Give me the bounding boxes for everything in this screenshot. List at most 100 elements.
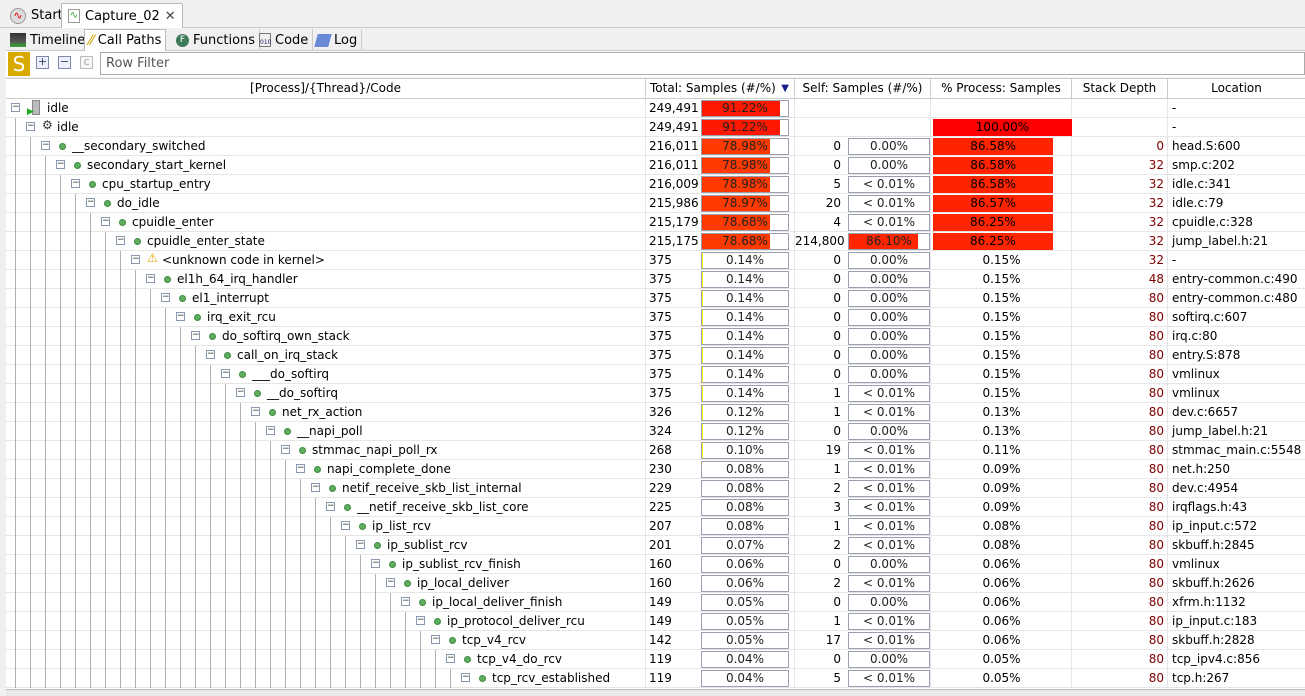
- column-divider: [1071, 612, 1072, 631]
- column-header-self[interactable]: Self: Samples (#/%): [795, 79, 931, 99]
- column-header-location[interactable]: Location: [1168, 79, 1305, 99]
- collapse-toggle-icon[interactable]: −: [296, 463, 305, 473]
- table-row[interactable]: − __do_softirq 375 0.14% 1 < 0.01% 0.15% 80 vmli…: [6, 384, 1305, 403]
- tree-line: [270, 612, 271, 631]
- tree-line: [135, 403, 136, 422]
- table-row[interactable]: − ip_protocol_deliver_rcu 149 0.05% 1 < 0.01%…: [6, 612, 1305, 631]
- table-row[interactable]: − ▶ idle 249,491 91.22% -: [6, 99, 1305, 118]
- tab-capture-02[interactable]: ∿ Capture_02 ✕: [61, 3, 183, 28]
- column-divider: [930, 498, 931, 517]
- column-header-process[interactable]: % Process: Samples: [931, 79, 1072, 99]
- table-row[interactable]: − do_idle 215,986 78.97% 20 < 0.01% 86.57% 32 id…: [6, 194, 1305, 213]
- total-samples: 216,011: [649, 158, 699, 172]
- tree-line: [30, 555, 31, 574]
- table-row[interactable]: − do_softirq_own_stack 375 0.14% 0 0.00% 0.15%…: [6, 327, 1305, 346]
- collapse-toggle-icon[interactable]: −: [116, 235, 125, 245]
- collapse-toggle-icon[interactable]: −: [341, 520, 350, 530]
- collapse-toggle-icon[interactable]: −: [161, 292, 170, 302]
- collapse-toggle-icon[interactable]: −: [461, 672, 470, 682]
- tab-code[interactable]: 010 Code: [255, 29, 314, 51]
- clear-filter-icon[interactable]: c: [80, 56, 93, 69]
- total-percent: 0.05%: [725, 595, 765, 609]
- table-row[interactable]: − tcp_rcv_established 119 0.04% 5 < 0.01% 0.05…: [6, 669, 1305, 688]
- column-header-total[interactable]: Total: Samples (#/%) ▼: [646, 79, 795, 99]
- tree-line: [135, 384, 136, 403]
- tree-line: [375, 612, 376, 631]
- collapse-toggle-icon[interactable]: −: [191, 330, 200, 340]
- table-row[interactable]: − tcp_v4_rcv 142 0.05% 17 < 0.01% 0.06% 80 skbuf…: [6, 631, 1305, 650]
- column-header-stack-depth[interactable]: Stack Depth: [1072, 79, 1168, 99]
- tab-timeline[interactable]: Timeline: [6, 29, 91, 51]
- collapse-toggle-icon[interactable]: −: [71, 178, 80, 188]
- tree-line: [120, 403, 121, 422]
- location: jump_label.h:21: [1172, 234, 1268, 248]
- collapse-toggle-icon[interactable]: −: [281, 444, 290, 454]
- collapse-toggle-icon[interactable]: −: [26, 121, 35, 131]
- table-row[interactable]: − __napi_poll 324 0.12% 0 0.00% 0.13% 80 jump_la…: [6, 422, 1305, 441]
- collapse-toggle-icon[interactable]: −: [206, 349, 215, 359]
- tree-line: [15, 213, 16, 232]
- tab-start[interactable]: ∿ Start: [4, 3, 69, 28]
- table-row[interactable]: − cpuidle_enter_state 215,175 78.68% 214,800…: [6, 232, 1305, 251]
- table-row[interactable]: − el1h_64_irq_handler 375 0.14% 0 0.00% 0.15% 4…: [6, 270, 1305, 289]
- table-row[interactable]: − ⚠ <unknown code in kernel> 375 0.14% 0 0.00%…: [6, 251, 1305, 270]
- collapse-toggle-icon[interactable]: −: [86, 197, 95, 207]
- function-name: __netif_receive_skb_list_core: [357, 500, 529, 514]
- expand-all-icon[interactable]: +: [36, 55, 49, 69]
- tab-functions[interactable]: F Functions: [172, 29, 261, 51]
- collapse-toggle-icon[interactable]: −: [11, 102, 20, 112]
- collapse-toggle-icon[interactable]: −: [251, 406, 260, 416]
- collapse-toggle-icon[interactable]: −: [41, 140, 50, 150]
- table-row[interactable]: − cpu_startup_entry 216,009 78.98% 5 < 0.01% 8…: [6, 175, 1305, 194]
- collapse-toggle-icon[interactable]: −: [431, 634, 440, 644]
- table-row[interactable]: − stmmac_napi_poll_rx 268 0.10% 19 < 0.01% 0.1…: [6, 441, 1305, 460]
- collapse-toggle-icon[interactable]: −: [56, 159, 65, 169]
- collapse-toggle-icon[interactable]: −: [416, 615, 425, 625]
- collapse-toggle-icon[interactable]: −: [326, 501, 335, 511]
- table-row[interactable]: − napi_complete_done 230 0.08% 1 < 0.01% 0.09%…: [6, 460, 1305, 479]
- collapse-toggle-icon[interactable]: −: [221, 368, 230, 378]
- collapse-toggle-icon[interactable]: −: [176, 311, 185, 321]
- collapse-toggle-icon[interactable]: −: [401, 596, 410, 606]
- tab-label: Functions: [193, 32, 256, 48]
- tree-line: [210, 650, 211, 669]
- table-row[interactable]: − ⚙ idle 249,491 91.22% 100.00% -: [6, 118, 1305, 137]
- tab-log[interactable]: Log: [312, 29, 363, 51]
- tree-line: [255, 479, 256, 498]
- tree-line: [90, 631, 91, 650]
- horizontal-scrollbar[interactable]: [6, 689, 1305, 696]
- collapse-toggle-icon[interactable]: −: [446, 653, 455, 663]
- table-row[interactable]: − cpuidle_enter 215,179 78.68% 4 < 0.01% 86.25…: [6, 213, 1305, 232]
- tree-line: [30, 327, 31, 346]
- collapse-toggle-icon[interactable]: −: [146, 273, 155, 283]
- table-row[interactable]: − __netif_receive_skb_list_core 225 0.08% 3 <…: [6, 498, 1305, 517]
- table-row[interactable]: − netif_receive_skb_list_internal 229 0.08%…: [6, 479, 1305, 498]
- s-button[interactable]: S: [8, 52, 30, 76]
- collapse-toggle-icon[interactable]: −: [101, 216, 110, 226]
- table-row[interactable]: − ip_list_rcv 207 0.08% 1 < 0.01% 0.08% 80 ip_in…: [6, 517, 1305, 536]
- table-row[interactable]: − irq_exit_rcu 375 0.14% 0 0.00% 0.15% 80 softir…: [6, 308, 1305, 327]
- close-icon[interactable]: ✕: [164, 8, 176, 24]
- table-row[interactable]: − ip_sublist_rcv 201 0.07% 2 < 0.01% 0.08% 80 sk…: [6, 536, 1305, 555]
- collapse-toggle-icon[interactable]: −: [311, 482, 320, 492]
- table-row[interactable]: − __secondary_switched 216,011 78.98% 0 0.00%…: [6, 137, 1305, 156]
- collapse-toggle-icon[interactable]: −: [266, 425, 275, 435]
- collapse-toggle-icon[interactable]: −: [371, 558, 380, 568]
- table-row[interactable]: − secondary_start_kernel 216,011 78.98% 0 0.0…: [6, 156, 1305, 175]
- collapse-toggle-icon[interactable]: −: [356, 539, 365, 549]
- table-row[interactable]: − call_on_irq_stack 375 0.14% 0 0.00% 0.15% 80 e…: [6, 346, 1305, 365]
- collapse-all-icon[interactable]: −: [58, 55, 71, 69]
- table-row[interactable]: − el1_interrupt 375 0.14% 0 0.00% 0.15% 80 entry…: [6, 289, 1305, 308]
- row-filter-input[interactable]: Row Filter: [100, 52, 1305, 75]
- collapse-toggle-icon[interactable]: −: [236, 387, 245, 397]
- table-row[interactable]: − net_rx_action 326 0.12% 1 < 0.01% 0.13% 80 dev…: [6, 403, 1305, 422]
- column-header-code[interactable]: [Process]/{Thread}/Code: [6, 79, 646, 99]
- table-row[interactable]: − ip_sublist_rcv_finish 160 0.06% 0 0.00% 0.06…: [6, 555, 1305, 574]
- collapse-toggle-icon[interactable]: −: [386, 577, 395, 587]
- table-row[interactable]: − tcp_v4_do_rcv 119 0.04% 0 0.00% 0.05% 80 tcp_i…: [6, 650, 1305, 669]
- table-row[interactable]: − ___do_softirq 375 0.14% 0 0.00% 0.15% 80 vmlin…: [6, 365, 1305, 384]
- collapse-toggle-icon[interactable]: −: [131, 254, 140, 264]
- tab-call-paths[interactable]: ⁄⁄ Call Paths: [84, 29, 167, 51]
- table-row[interactable]: − ip_local_deliver_finish 149 0.05% 0 0.00% 0.…: [6, 593, 1305, 612]
- table-row[interactable]: − ip_local_deliver 160 0.06% 2 < 0.01% 0.06% 80…: [6, 574, 1305, 593]
